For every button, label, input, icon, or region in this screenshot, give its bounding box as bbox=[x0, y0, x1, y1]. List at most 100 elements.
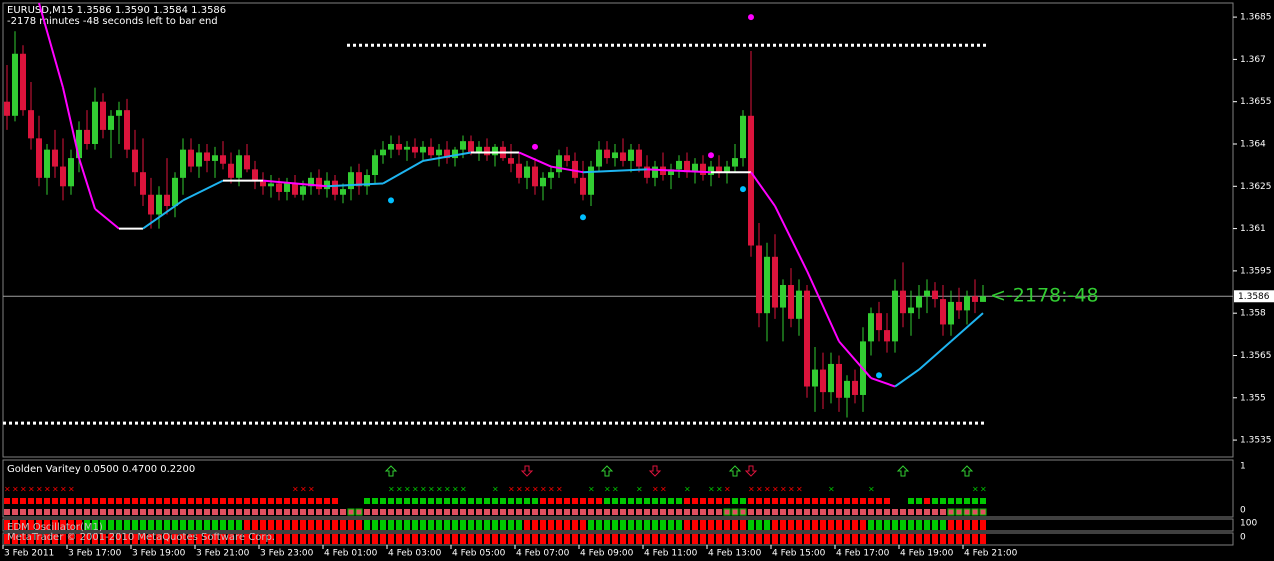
signal-cell bbox=[924, 498, 930, 504]
candle-body bbox=[828, 363, 834, 393]
signal-cell bbox=[324, 509, 330, 515]
signal-cell bbox=[292, 520, 298, 530]
signal-cell bbox=[588, 520, 594, 530]
signal-cell bbox=[580, 520, 586, 530]
chart-title: EURUSD,M15 1.3586 1.3590 1.3584 1.3586 bbox=[7, 5, 226, 16]
candle-body bbox=[420, 146, 426, 153]
signal-cell bbox=[684, 498, 690, 504]
signal-cell bbox=[716, 520, 722, 530]
signal-cell bbox=[804, 520, 810, 530]
candle-body bbox=[340, 189, 346, 195]
signal-cell bbox=[364, 498, 370, 504]
signal-cell bbox=[204, 520, 210, 530]
signal-cell bbox=[204, 534, 210, 544]
x-tick-label: 4 Feb 01:00 bbox=[324, 549, 378, 559]
signal-cell bbox=[964, 534, 970, 544]
signal-cell bbox=[964, 498, 970, 504]
signal-cell bbox=[276, 509, 282, 515]
candle-body bbox=[668, 169, 674, 176]
signal-cell bbox=[404, 520, 410, 530]
signal-cell bbox=[540, 534, 546, 544]
signal-cell bbox=[692, 534, 698, 544]
signal-cell bbox=[116, 534, 122, 544]
signal-cell bbox=[524, 509, 530, 515]
signal-cell bbox=[572, 534, 578, 544]
signal-cell bbox=[764, 520, 770, 530]
candle-body bbox=[380, 149, 386, 156]
signal-cell bbox=[188, 498, 194, 504]
candle-body bbox=[524, 166, 530, 178]
signal-cell bbox=[268, 509, 274, 515]
signal-cell bbox=[980, 534, 986, 544]
signal-cell bbox=[596, 534, 602, 544]
signal-cell bbox=[12, 534, 18, 544]
signal-cell bbox=[796, 498, 802, 504]
candle-body bbox=[692, 163, 698, 173]
x-tick-label: 4 Feb 15:00 bbox=[772, 549, 826, 559]
signal-cell bbox=[164, 509, 170, 515]
signal-cell bbox=[492, 509, 498, 515]
candle-body bbox=[652, 166, 658, 178]
x-tick-label: 4 Feb 13:00 bbox=[708, 549, 762, 559]
signal-cell bbox=[148, 509, 154, 515]
signal-cell bbox=[724, 534, 730, 544]
signal-cell bbox=[316, 498, 322, 504]
signal-cell bbox=[356, 520, 362, 530]
signal-cell bbox=[380, 534, 386, 544]
signal-cell bbox=[436, 534, 442, 544]
signal-cell bbox=[316, 520, 322, 530]
candle-body bbox=[636, 149, 642, 167]
signal-cross: × bbox=[452, 485, 459, 494]
signal-cell bbox=[308, 498, 314, 504]
signal-cross: × bbox=[540, 485, 547, 494]
signal-cell bbox=[284, 520, 290, 530]
oscillator-frame bbox=[2, 532, 1234, 546]
candle-body bbox=[804, 290, 810, 387]
signal-cell bbox=[908, 509, 914, 515]
signal-cell bbox=[916, 509, 922, 515]
ma-segment bbox=[550, 165, 584, 174]
candle-body bbox=[516, 163, 522, 178]
signal-cell bbox=[68, 520, 74, 530]
signal-cell bbox=[540, 520, 546, 530]
signal-cell bbox=[972, 520, 978, 530]
signal-cell bbox=[916, 520, 922, 530]
signal-cell bbox=[572, 520, 578, 530]
candle-body bbox=[68, 158, 74, 187]
signal-cell bbox=[548, 498, 554, 504]
signal-cell bbox=[852, 520, 858, 530]
ma-segment bbox=[94, 208, 120, 230]
signal-cell bbox=[644, 534, 650, 544]
signal-cell bbox=[364, 534, 370, 544]
candle-body bbox=[644, 166, 650, 178]
signal-cell bbox=[20, 534, 26, 544]
signal-cell bbox=[500, 534, 506, 544]
signal-cell bbox=[740, 534, 746, 544]
candle-body bbox=[428, 146, 434, 156]
signal-cell bbox=[692, 520, 698, 530]
signal-cell bbox=[340, 509, 346, 515]
signal-cell bbox=[780, 498, 786, 504]
signal-cell bbox=[644, 498, 650, 504]
ma-segment bbox=[646, 168, 712, 174]
signal-cell bbox=[412, 534, 418, 544]
signal-cell bbox=[772, 534, 778, 544]
signal-cell bbox=[732, 534, 738, 544]
signal-cell bbox=[564, 534, 570, 544]
signal-cell bbox=[436, 520, 442, 530]
oscillator-scale: 100 bbox=[1240, 519, 1257, 529]
signal-cell bbox=[868, 520, 874, 530]
signal-dot bbox=[876, 372, 882, 379]
arrow-down bbox=[520, 465, 534, 477]
signal-cell bbox=[76, 520, 82, 530]
signal-cell bbox=[644, 509, 650, 515]
signal-cell bbox=[244, 509, 250, 515]
signal-cell bbox=[396, 509, 402, 515]
signal-cell bbox=[268, 520, 274, 530]
signal-cell bbox=[508, 520, 514, 530]
signal-cross: × bbox=[588, 485, 595, 494]
x-tick-label: 4 Feb 19:00 bbox=[900, 549, 954, 559]
ma-segment bbox=[870, 377, 896, 388]
signal-cell bbox=[644, 520, 650, 530]
signal-cell bbox=[252, 509, 258, 515]
